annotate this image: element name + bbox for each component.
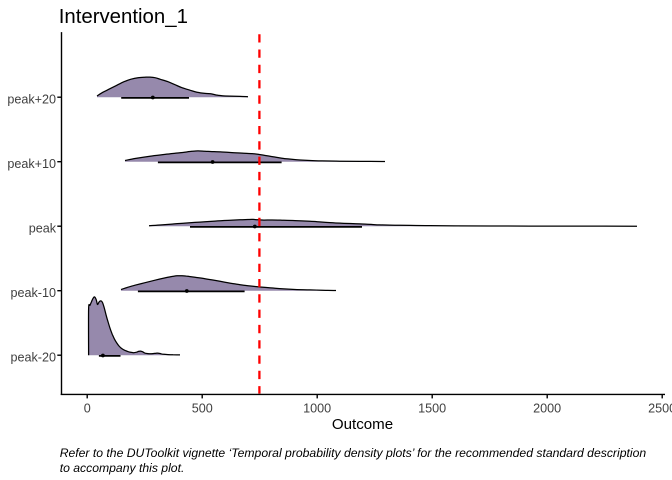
svg-text:1000: 1000 <box>303 401 331 415</box>
svg-text:1500: 1500 <box>418 401 446 415</box>
svg-text:500: 500 <box>192 401 213 415</box>
svg-text:to accompany this plot.: to accompany this plot. <box>60 461 185 475</box>
svg-text:peak+20: peak+20 <box>7 93 56 107</box>
svg-text:0: 0 <box>84 401 91 415</box>
svg-text:Refer to the DUToolkit vignett: Refer to the DUToolkit vignette ‘Tempora… <box>60 446 647 460</box>
svg-text:Outcome: Outcome <box>332 416 393 433</box>
svg-text:peak: peak <box>29 222 57 236</box>
svg-text:peak+10: peak+10 <box>7 157 56 171</box>
svg-text:peak-10: peak-10 <box>10 286 56 300</box>
svg-text:2500: 2500 <box>648 401 672 415</box>
svg-text:peak-20: peak-20 <box>10 351 56 365</box>
svg-text:2000: 2000 <box>533 401 561 415</box>
svg-text:Intervention_1: Intervention_1 <box>59 6 188 28</box>
